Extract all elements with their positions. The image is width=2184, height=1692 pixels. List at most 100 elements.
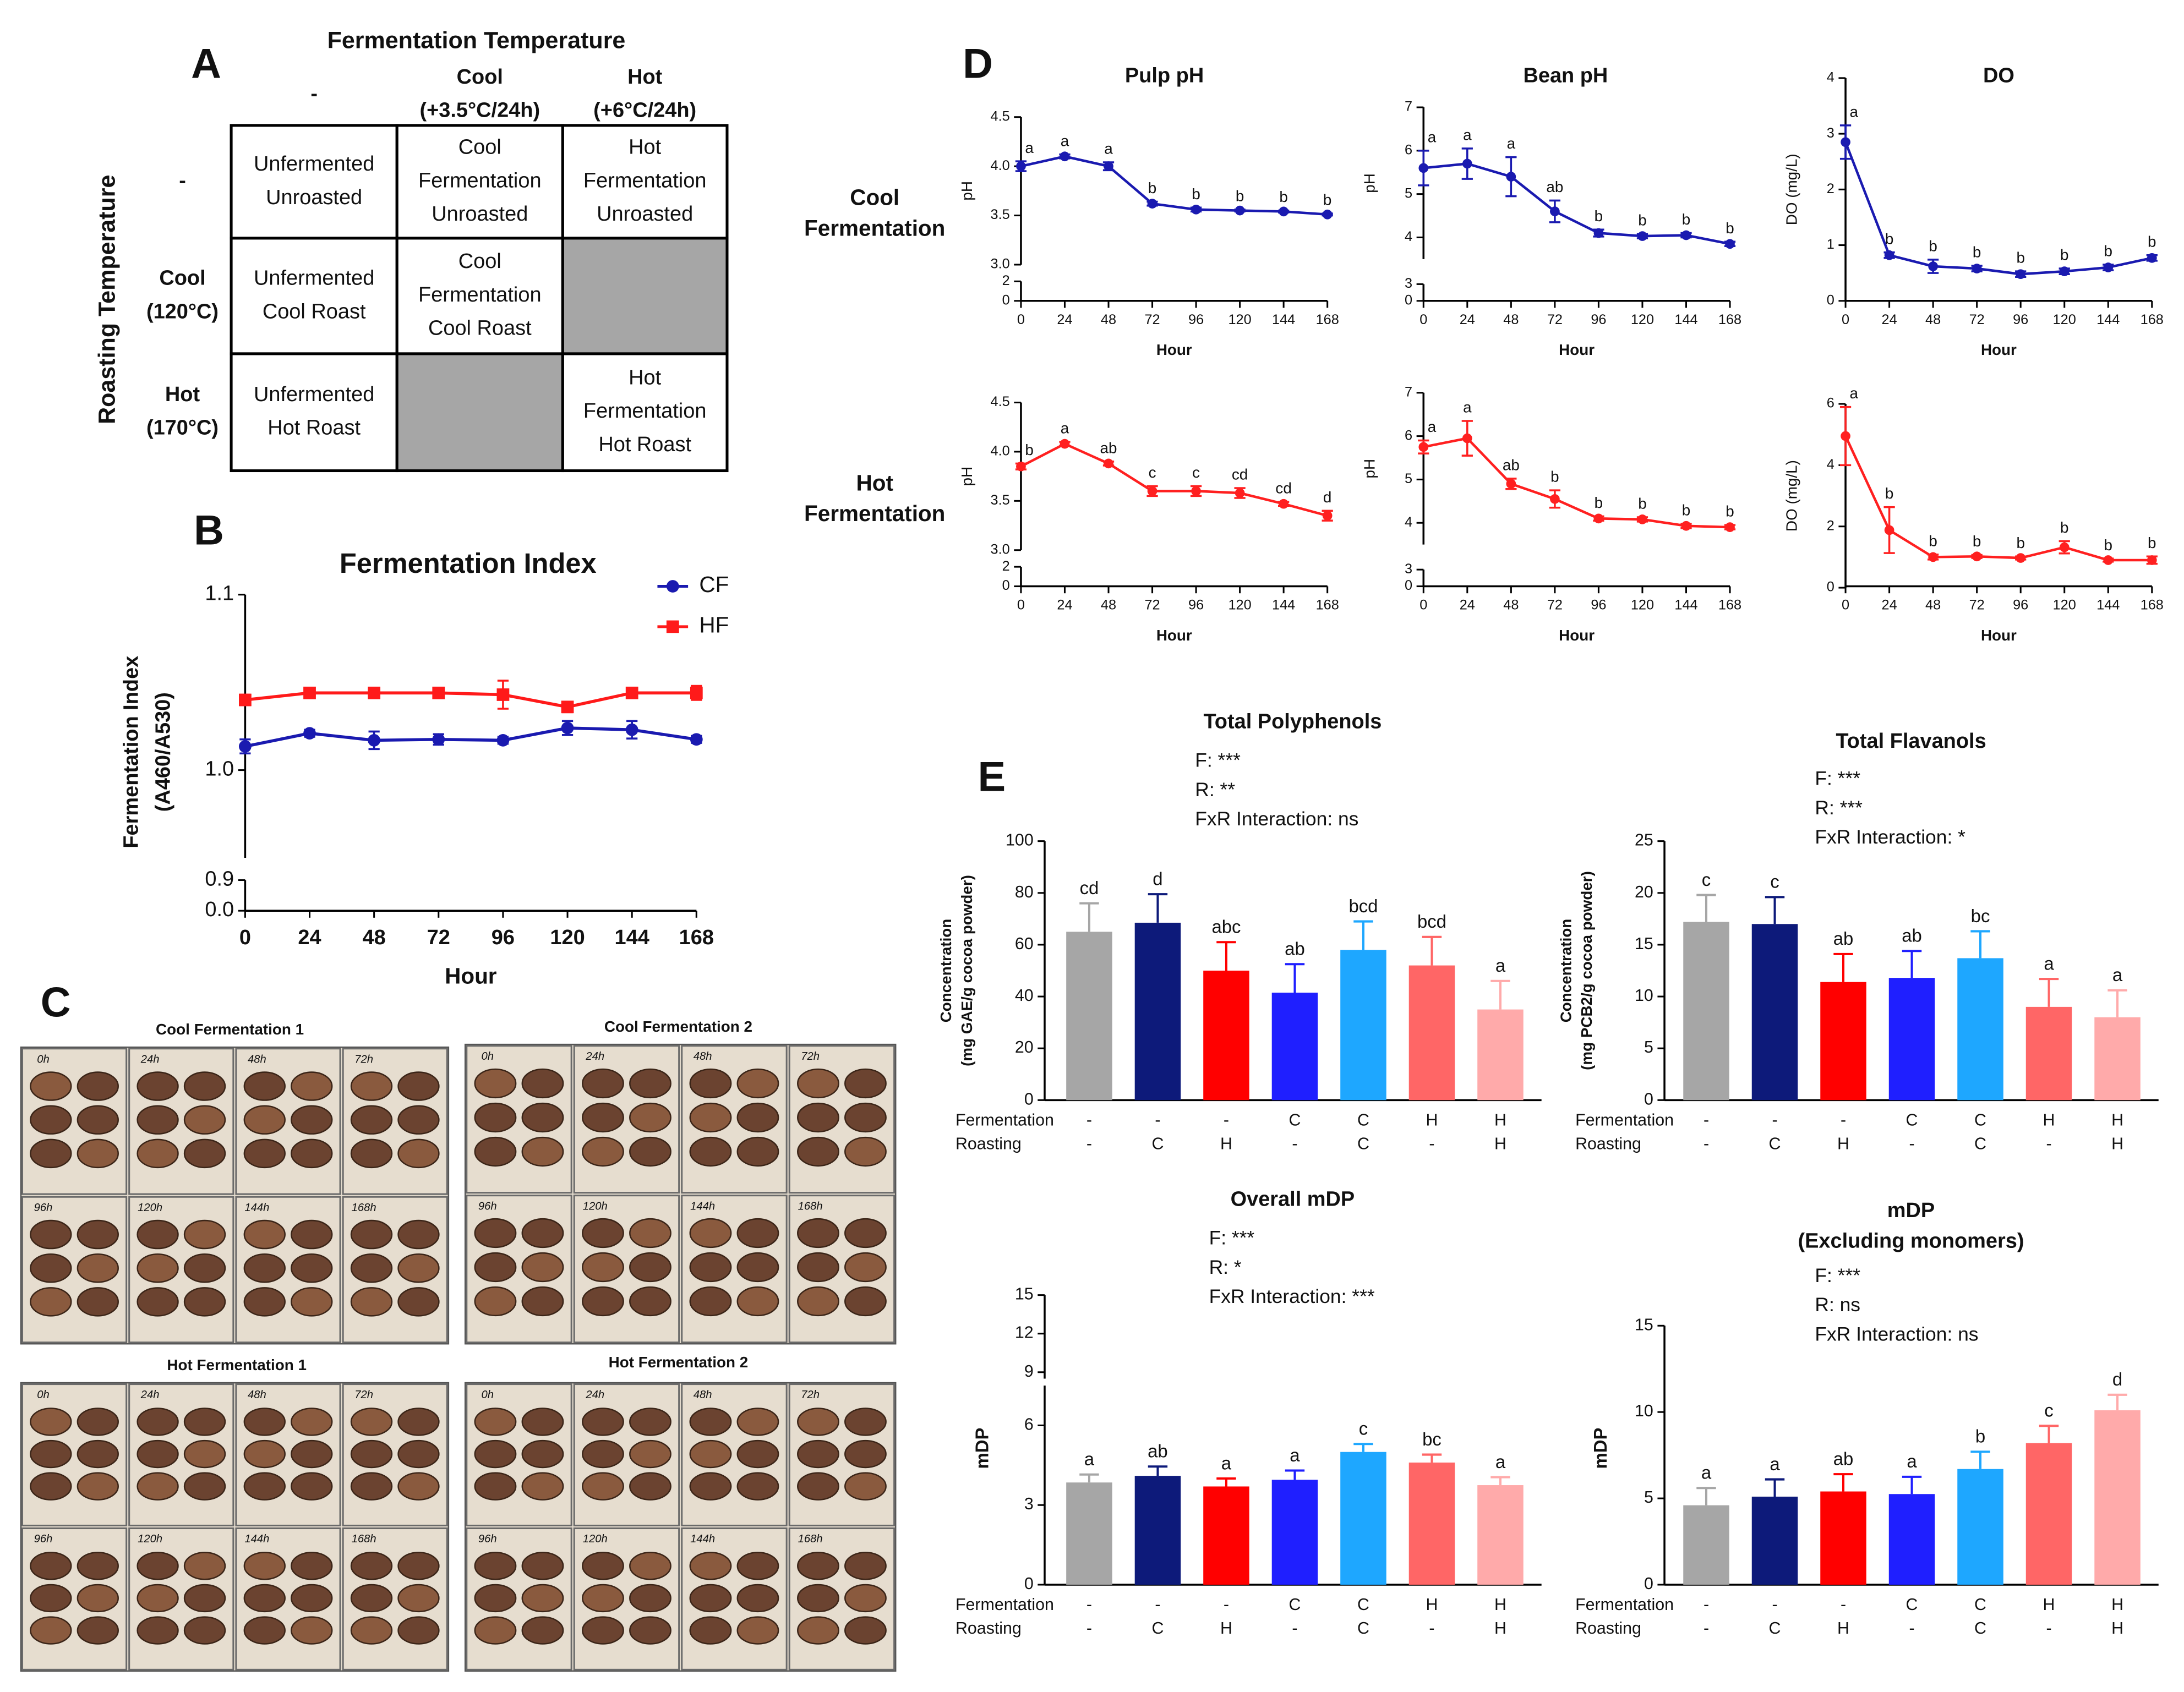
category-label: C bbox=[1357, 1619, 1369, 1638]
chart-title: (Excluding monomers) bbox=[1798, 1229, 2024, 1252]
category-label: H bbox=[1837, 1135, 1849, 1153]
marker bbox=[1462, 158, 1472, 169]
y-axis-label: DO (mg/L) bbox=[1783, 154, 1800, 225]
marker bbox=[2147, 555, 2157, 565]
bar bbox=[1408, 1463, 1455, 1585]
bar bbox=[2025, 1006, 2072, 1100]
cocoa-bean bbox=[350, 1408, 393, 1436]
category-label: H bbox=[1426, 1596, 1438, 1614]
marker bbox=[1593, 228, 1604, 238]
photo-cell bbox=[128, 1527, 234, 1671]
photo-time-label: 72h bbox=[354, 1053, 373, 1065]
category-label: C bbox=[1974, 1619, 1986, 1638]
marker bbox=[1147, 486, 1157, 496]
cocoa-bean bbox=[689, 1218, 732, 1249]
x-axis-label: Hour bbox=[1559, 627, 1595, 644]
significance-letter: b bbox=[1595, 494, 1603, 511]
significance-letter: c bbox=[1702, 869, 1711, 890]
marker bbox=[1928, 552, 1938, 562]
series-line bbox=[245, 691, 697, 709]
significance-letter: a bbox=[1290, 1445, 1300, 1465]
cocoa-bean bbox=[397, 1253, 440, 1283]
significance-letter: a bbox=[1221, 1453, 1232, 1473]
cocoa-bean bbox=[397, 1552, 440, 1580]
significance-letter: c bbox=[2044, 1400, 2053, 1421]
y-axis-label: pH bbox=[1361, 459, 1378, 479]
x-tick-label: 24 bbox=[1057, 598, 1072, 613]
photo-cell bbox=[21, 1196, 128, 1344]
cocoa-bean bbox=[797, 1218, 839, 1249]
cocoa-bean bbox=[521, 1439, 564, 1469]
significance-letter: a bbox=[1850, 385, 1859, 402]
photo-time-label: 144h bbox=[244, 1533, 269, 1545]
significance-letter: b bbox=[1638, 212, 1646, 229]
cocoa-bean bbox=[136, 1616, 179, 1645]
cocoa-bean bbox=[474, 1408, 517, 1436]
category-label: H bbox=[1220, 1135, 1232, 1153]
cocoa-bean bbox=[736, 1068, 779, 1099]
category-label: - bbox=[1909, 1619, 1914, 1638]
bar bbox=[1751, 924, 1798, 1100]
cocoa-bean bbox=[582, 1584, 624, 1613]
photo-cell bbox=[466, 1195, 572, 1344]
marker bbox=[1104, 161, 1113, 171]
category-label: C bbox=[1357, 1111, 1369, 1129]
x-tick-label: 168 bbox=[1718, 598, 1741, 613]
y-tick-label: 0 bbox=[1405, 578, 1412, 593]
category-label: - bbox=[1841, 1111, 1846, 1129]
cell-fermentation: Fermentation bbox=[583, 169, 707, 192]
category-label: - bbox=[1703, 1596, 1709, 1614]
x-tick-label: 0 bbox=[1419, 598, 1427, 613]
x-tick-label: 72 bbox=[1969, 598, 1985, 613]
error-bar bbox=[1902, 1475, 1922, 1494]
cocoa-bean bbox=[136, 1584, 179, 1613]
cell-roasting: Unroasted bbox=[432, 202, 528, 226]
photo-cell bbox=[128, 1383, 234, 1526]
x-tick-label: 24 bbox=[1882, 598, 1897, 613]
photo-time-label: 48h bbox=[248, 1389, 266, 1401]
category-label: C bbox=[1974, 1596, 1986, 1614]
y-tick-label: 60 bbox=[1015, 935, 1034, 953]
significance-letter: a bbox=[1463, 399, 1472, 416]
y-axis-label: DO (mg/L) bbox=[1783, 460, 1800, 532]
error-bar bbox=[1079, 902, 1099, 932]
x-tick-label: 120 bbox=[1631, 598, 1654, 613]
cocoa-bean bbox=[689, 1616, 732, 1645]
x-tick-label: 24 bbox=[1057, 312, 1072, 327]
error-bar bbox=[1696, 1487, 1716, 1505]
y-tick-label: 2 bbox=[1002, 558, 1010, 574]
significance-letter: b bbox=[1885, 485, 1893, 502]
marker bbox=[2059, 266, 2070, 276]
cocoa-bean bbox=[521, 1218, 564, 1249]
significance-letter: b bbox=[1726, 503, 1734, 520]
category-label: - bbox=[1086, 1596, 1092, 1614]
cocoa-bean bbox=[629, 1286, 671, 1317]
photo-time-label: 24h bbox=[140, 1053, 160, 1065]
cell-fermentation: Fermentation bbox=[583, 399, 707, 423]
cocoa-bean bbox=[77, 1408, 119, 1436]
x-tick-label: 96 bbox=[1188, 598, 1204, 613]
y-tick-label: 3.5 bbox=[991, 492, 1010, 508]
error-bar bbox=[1422, 1453, 1442, 1463]
y-tick-label: 3 bbox=[1405, 276, 1412, 291]
marker bbox=[1681, 230, 1691, 240]
cocoa-bean bbox=[30, 1138, 72, 1169]
significance-letter: a bbox=[1701, 1463, 1712, 1483]
cocoa-bean bbox=[689, 1136, 732, 1167]
y-tick-label: 6 bbox=[1827, 396, 1834, 411]
significance-letter: a bbox=[1907, 1451, 1917, 1471]
chart-title: Bean pH bbox=[1523, 64, 1608, 87]
stats-text: F: *** bbox=[1195, 749, 1241, 771]
error-bar bbox=[1970, 930, 1990, 959]
photo-cell bbox=[573, 1527, 680, 1671]
cocoa-bean bbox=[797, 1552, 839, 1580]
y-tick-label: 7 bbox=[1405, 384, 1412, 399]
cocoa-bean bbox=[629, 1102, 671, 1133]
cocoa-bean bbox=[136, 1219, 179, 1250]
significance-letter: a bbox=[1025, 139, 1034, 156]
error-bar bbox=[1970, 1450, 1990, 1469]
legend-marker bbox=[666, 580, 679, 593]
cocoa-bean bbox=[582, 1408, 624, 1436]
cocoa-bean bbox=[30, 1472, 72, 1501]
cocoa-bean bbox=[350, 1071, 393, 1101]
